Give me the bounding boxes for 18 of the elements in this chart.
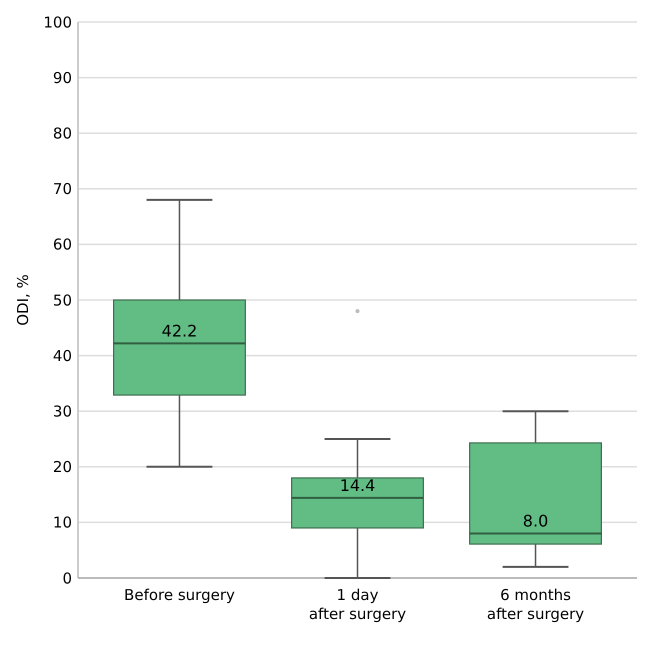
y-tick-label: 90 <box>52 68 72 87</box>
x-tick-label: 1 day after surgery <box>308 586 406 623</box>
annotation: 8.0 <box>522 512 548 531</box>
annotation: 42.2 <box>162 321 198 340</box>
y-tick-label: 0 <box>62 569 72 588</box>
x-tick-label: 6 months after surgery <box>486 586 584 623</box>
y-tick-label: 20 <box>52 458 72 476</box>
y-tick-label: 50 <box>52 291 72 310</box>
y-axis-title: ODI, % <box>14 274 32 326</box>
x-tick-label: Before surgery <box>124 586 236 604</box>
y-tick-label: 80 <box>52 124 72 142</box>
y-tick-label: 70 <box>52 180 72 198</box>
y-tick-label: 40 <box>52 346 72 365</box>
annotation: 14.4 <box>340 476 376 495</box>
y-tick-label: 100 <box>43 13 72 32</box>
y-tick-label: 10 <box>52 514 72 532</box>
y-tick-label: 60 <box>52 236 72 254</box>
y-tick-label: 30 <box>52 402 72 420</box>
